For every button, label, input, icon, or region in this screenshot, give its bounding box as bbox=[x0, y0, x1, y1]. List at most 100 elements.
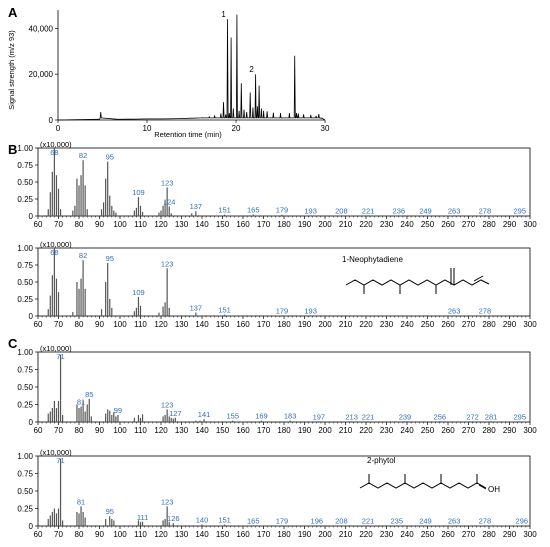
B1-mz-label: 151 bbox=[218, 206, 231, 215]
B2-y-tick-label: 0.50 bbox=[17, 278, 33, 287]
B1-x-tick-label: 250 bbox=[421, 220, 435, 229]
C2-mz-label: 249 bbox=[419, 516, 432, 525]
B2-x-tick-label: 90 bbox=[95, 320, 104, 329]
C2-x-tick-label: 100 bbox=[113, 530, 127, 539]
B1-mz-label: 249 bbox=[419, 206, 432, 215]
C1-y-tick-label: 0 bbox=[29, 418, 34, 427]
B1-x-tick-label: 120 bbox=[154, 220, 168, 229]
B1-x-tick-label: 230 bbox=[380, 220, 394, 229]
C1-mz-label: 85 bbox=[85, 390, 93, 399]
C2-x-tick-label: 110 bbox=[134, 530, 147, 539]
chrom-peak-label: 1 bbox=[221, 10, 226, 19]
C1-y-tick-label: 1.00 bbox=[17, 348, 33, 357]
panel-label-a: A bbox=[8, 5, 18, 20]
B2-mz-label: 82 bbox=[79, 251, 87, 260]
C2-mz-label: 263 bbox=[448, 516, 461, 525]
C2-x-tick-label: 70 bbox=[54, 530, 63, 539]
B2-x-tick-label: 140 bbox=[195, 320, 209, 329]
B1-y-tick-label: 0.50 bbox=[17, 178, 33, 187]
B2-x-tick-label: 230 bbox=[380, 320, 394, 329]
C1-x-tick-label: 280 bbox=[482, 426, 496, 435]
C2-mz-label: 81 bbox=[77, 497, 85, 506]
B2-x-tick-label: 80 bbox=[75, 320, 84, 329]
C2-mz-label: 208 bbox=[335, 516, 348, 525]
C2-x-tick-label: 230 bbox=[380, 530, 394, 539]
C1-mz-label: 123 bbox=[161, 400, 174, 409]
B1-mz-label: 165 bbox=[247, 206, 260, 215]
B1-mz-label: 123 bbox=[161, 178, 174, 187]
C2-mz-label: 126 bbox=[167, 514, 180, 523]
B1-mz-label: 295 bbox=[513, 206, 526, 215]
C1-x-tick-label: 90 bbox=[95, 426, 104, 435]
C2-x-tick-label: 170 bbox=[257, 530, 271, 539]
B2-mz-label: 179 bbox=[276, 306, 289, 315]
C2-y-tick-label: 0 bbox=[29, 522, 34, 531]
C1-x-tick-label: 220 bbox=[359, 426, 373, 435]
C1-x-tick-label: 300 bbox=[523, 426, 537, 435]
C1-mz-label: 141 bbox=[198, 410, 211, 419]
B1-x-tick-label: 60 bbox=[34, 220, 43, 229]
C1-x-tick-label: 170 bbox=[257, 426, 271, 435]
B2-x-tick-label: 220 bbox=[359, 320, 373, 329]
compound-name-neophytadiene: 1-Neophytadiene bbox=[342, 255, 403, 264]
C1-mz-label: 295 bbox=[513, 412, 526, 421]
B1-x-tick-label: 190 bbox=[298, 220, 312, 229]
B1-x-tick-label: 100 bbox=[113, 220, 127, 229]
B1-mz-label: 278 bbox=[479, 206, 492, 215]
neophytadiene-structure bbox=[345, 268, 490, 294]
C1-x-tick-label: 260 bbox=[441, 426, 455, 435]
C1-x-tick-label: 180 bbox=[277, 426, 291, 435]
B1-mz-label: 82 bbox=[79, 151, 87, 160]
B2-x-tick-label: 270 bbox=[462, 320, 476, 329]
B2-x-tick-label: 160 bbox=[236, 320, 250, 329]
B2-x-tick-label: 300 bbox=[523, 320, 537, 329]
B1-mz-label: 68 bbox=[50, 148, 58, 157]
C1-y-tick-label: 0.75 bbox=[17, 366, 33, 375]
C2-x-tick-label: 150 bbox=[216, 530, 230, 539]
C2-mz-label: 111 bbox=[137, 513, 148, 522]
B1-mz-label: 236 bbox=[393, 206, 406, 215]
C2-x-tick-label: 120 bbox=[154, 530, 168, 539]
B1-x-tick-label: 280 bbox=[482, 220, 496, 229]
C1-mz-label: 213 bbox=[345, 412, 358, 421]
B1-y-tick-label: 0 bbox=[29, 212, 34, 221]
C1-scale-label: (x10,000) bbox=[40, 344, 72, 353]
B1-mz-label: 124 bbox=[163, 197, 176, 206]
C2-mz-label: 296 bbox=[516, 516, 529, 525]
C1-mz-label: 239 bbox=[399, 412, 412, 421]
B2-x-tick-label: 250 bbox=[421, 320, 435, 329]
C1-y-tick-label: 0.25 bbox=[17, 401, 33, 410]
C2-x-tick-label: 180 bbox=[277, 530, 291, 539]
C2-mz-label: 196 bbox=[311, 516, 324, 525]
chrom-x-tick-label: 20 bbox=[232, 124, 241, 133]
C2-mz-label: 179 bbox=[276, 516, 289, 525]
C1-x-tick-label: 230 bbox=[380, 426, 394, 435]
C2-x-tick-label: 240 bbox=[400, 530, 414, 539]
B1-mz-label: 193 bbox=[304, 206, 317, 215]
phytol-oh-label: OH bbox=[488, 485, 500, 494]
B2-x-tick-label: 60 bbox=[34, 320, 43, 329]
C2-mz-label: 278 bbox=[479, 516, 492, 525]
B2-mz-label: 278 bbox=[479, 306, 492, 315]
C1-x-tick-label: 80 bbox=[75, 426, 84, 435]
C2-x-tick-label: 190 bbox=[298, 530, 312, 539]
B2-x-tick-label: 170 bbox=[257, 320, 271, 329]
chrom-y-tick-label: 40,000 bbox=[29, 24, 54, 33]
B1-x-tick-label: 240 bbox=[400, 220, 414, 229]
B1-x-tick-label: 140 bbox=[195, 220, 209, 229]
B1-x-tick-label: 110 bbox=[134, 220, 147, 229]
B1-mz-label: 137 bbox=[190, 202, 203, 211]
B2-mz-label: 137 bbox=[190, 304, 203, 313]
B1-x-tick-label: 260 bbox=[441, 220, 455, 229]
C1-mz-label: 155 bbox=[226, 412, 239, 421]
C2-x-tick-label: 300 bbox=[523, 530, 537, 539]
C1-x-tick-label: 150 bbox=[216, 426, 230, 435]
C1-x-tick-label: 190 bbox=[298, 426, 312, 435]
C2-x-tick-label: 130 bbox=[175, 530, 189, 539]
C1-x-tick-label: 250 bbox=[421, 426, 435, 435]
C1-x-tick-label: 200 bbox=[318, 426, 332, 435]
B1-x-tick-label: 220 bbox=[359, 220, 373, 229]
B1-x-tick-label: 160 bbox=[236, 220, 250, 229]
B2-x-tick-label: 110 bbox=[134, 320, 147, 329]
